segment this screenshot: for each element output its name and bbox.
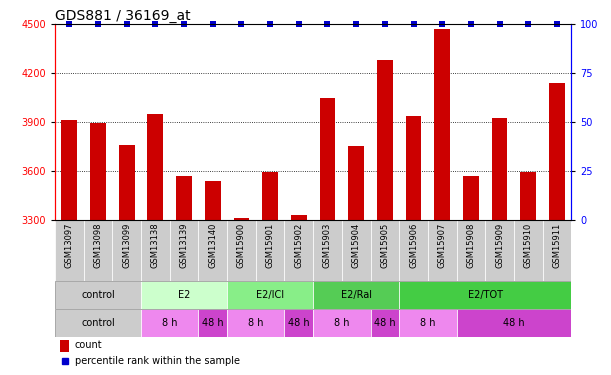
Bar <box>141 281 227 309</box>
Bar <box>141 220 170 281</box>
Bar <box>406 116 422 220</box>
Text: GSM15905: GSM15905 <box>380 223 389 268</box>
Bar <box>313 309 370 337</box>
Text: E2: E2 <box>178 290 190 300</box>
Bar <box>456 220 485 281</box>
Bar <box>291 215 307 220</box>
Text: GSM15901: GSM15901 <box>266 223 274 268</box>
Bar <box>205 182 221 220</box>
Bar <box>62 120 77 220</box>
Bar <box>549 83 565 220</box>
Bar <box>55 220 84 281</box>
Text: 8 h: 8 h <box>248 318 263 328</box>
Bar <box>256 220 285 281</box>
Text: percentile rank within the sample: percentile rank within the sample <box>75 356 240 366</box>
Text: 48 h: 48 h <box>503 318 525 328</box>
Bar <box>199 220 227 281</box>
Bar <box>84 220 112 281</box>
Text: 8 h: 8 h <box>420 318 436 328</box>
Text: GSM15906: GSM15906 <box>409 223 418 268</box>
Bar <box>370 309 399 337</box>
Bar <box>399 309 456 337</box>
Bar <box>456 309 571 337</box>
Bar <box>227 220 256 281</box>
Text: GSM15909: GSM15909 <box>495 223 504 268</box>
Bar <box>485 220 514 281</box>
Bar <box>141 309 199 337</box>
Text: GSM15900: GSM15900 <box>237 223 246 268</box>
Text: GSM15902: GSM15902 <box>295 223 303 268</box>
Bar <box>514 220 543 281</box>
Bar <box>227 281 313 309</box>
Text: E2/Ral: E2/Ral <box>341 290 371 300</box>
Text: 8 h: 8 h <box>162 318 177 328</box>
Bar <box>521 172 536 220</box>
Bar <box>434 29 450 220</box>
Bar <box>170 220 199 281</box>
Bar <box>370 220 399 281</box>
Text: 8 h: 8 h <box>334 318 349 328</box>
Bar <box>90 123 106 220</box>
Bar <box>60 340 70 351</box>
Text: GSM13140: GSM13140 <box>208 223 218 268</box>
Bar <box>313 220 342 281</box>
Text: GDS881 / 36169_at: GDS881 / 36169_at <box>55 9 191 23</box>
Bar <box>348 146 364 220</box>
Text: GSM15903: GSM15903 <box>323 223 332 268</box>
Text: GSM15908: GSM15908 <box>466 223 475 268</box>
Text: GSM15911: GSM15911 <box>552 223 562 268</box>
Text: GSM13097: GSM13097 <box>65 223 74 268</box>
Text: GSM13098: GSM13098 <box>93 223 103 268</box>
Bar <box>199 309 227 337</box>
Text: 48 h: 48 h <box>288 318 310 328</box>
Bar <box>233 218 249 220</box>
Text: control: control <box>81 318 115 328</box>
Bar <box>377 60 393 220</box>
Bar <box>262 172 278 220</box>
Text: E2/ICI: E2/ICI <box>256 290 284 300</box>
Bar <box>543 220 571 281</box>
Text: GSM13139: GSM13139 <box>180 223 189 268</box>
Bar <box>55 281 141 309</box>
Text: GSM15910: GSM15910 <box>524 223 533 268</box>
Text: E2/TOT: E2/TOT <box>468 290 503 300</box>
Bar <box>55 309 141 337</box>
Bar <box>313 281 399 309</box>
Bar <box>399 281 571 309</box>
Bar <box>147 114 163 220</box>
Bar <box>112 220 141 281</box>
Bar <box>285 220 313 281</box>
Text: GSM13138: GSM13138 <box>151 223 160 268</box>
Bar <box>428 220 456 281</box>
Bar <box>119 145 134 220</box>
Bar <box>492 118 508 220</box>
Text: 48 h: 48 h <box>202 318 224 328</box>
Bar <box>463 176 479 220</box>
Text: count: count <box>75 340 102 350</box>
Text: GSM15907: GSM15907 <box>437 223 447 268</box>
Text: GSM13099: GSM13099 <box>122 223 131 268</box>
Bar <box>176 176 192 220</box>
Text: 48 h: 48 h <box>374 318 396 328</box>
Text: GSM15904: GSM15904 <box>352 223 360 268</box>
Bar <box>227 309 285 337</box>
Bar <box>320 98 335 220</box>
Bar <box>342 220 370 281</box>
Bar <box>285 309 313 337</box>
Text: control: control <box>81 290 115 300</box>
Bar <box>399 220 428 281</box>
